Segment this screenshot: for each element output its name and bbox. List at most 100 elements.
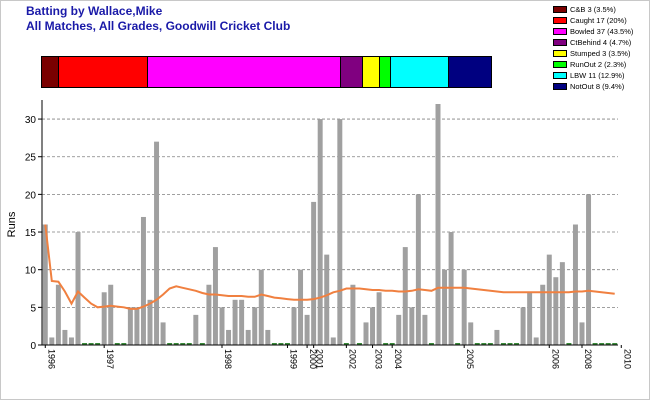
y-tick-label: 0 bbox=[30, 341, 36, 352]
bar bbox=[540, 284, 546, 345]
x-tick-label: 2008 bbox=[583, 349, 593, 369]
x-tick-label: 1999 bbox=[288, 349, 298, 369]
bar bbox=[298, 269, 304, 345]
dismissal-segment bbox=[363, 57, 380, 87]
dismissal-segment bbox=[42, 57, 59, 87]
zero-bar bbox=[284, 343, 290, 345]
legend-label: Caught 17 (20%) bbox=[570, 16, 627, 25]
dismissal-segment bbox=[449, 57, 491, 87]
bar bbox=[461, 269, 467, 345]
legend-swatch bbox=[553, 17, 567, 24]
bar bbox=[468, 322, 474, 345]
dismissal-segment bbox=[148, 57, 342, 87]
bar bbox=[527, 292, 533, 345]
x-tick-label: 2002 bbox=[347, 349, 357, 369]
zero-bar bbox=[173, 343, 179, 345]
zero-bar bbox=[88, 343, 94, 345]
x-tick-label: 2005 bbox=[465, 349, 475, 369]
bar bbox=[252, 307, 258, 345]
bar bbox=[330, 337, 336, 345]
legend: C&B 3 (3.5%) Caught 17 (20%) Bowled 37 (43… bbox=[553, 5, 649, 93]
zero-bar bbox=[481, 343, 487, 345]
x-tick-label: 1996 bbox=[46, 349, 56, 369]
bar bbox=[435, 104, 441, 345]
bar bbox=[586, 194, 592, 345]
bar bbox=[193, 314, 199, 345]
dismissal-segment bbox=[341, 57, 364, 87]
zero-bar bbox=[474, 343, 480, 345]
bar bbox=[370, 307, 376, 345]
zero-bar bbox=[343, 343, 349, 345]
y-tick-label: 5 bbox=[30, 303, 36, 314]
legend-label: Bowled 37 (43.5%) bbox=[570, 27, 634, 36]
bar bbox=[108, 284, 114, 345]
zero-bar bbox=[612, 343, 618, 345]
bar bbox=[55, 284, 61, 345]
legend-label: Stumped 3 (3.5%) bbox=[570, 49, 631, 58]
legend-label: CtBehind 4 (4.7%) bbox=[570, 38, 632, 47]
zero-bar bbox=[599, 343, 605, 345]
legend-swatch bbox=[553, 28, 567, 35]
bar bbox=[363, 322, 369, 345]
legend-item: NotOut 8 (9.4%) bbox=[553, 82, 649, 93]
bar bbox=[127, 307, 133, 345]
y-tick-label: 30 bbox=[25, 115, 37, 126]
legend-swatch bbox=[553, 61, 567, 68]
bar bbox=[49, 337, 55, 345]
bar bbox=[337, 119, 343, 345]
legend-label: C&B 3 (3.5%) bbox=[570, 5, 616, 14]
bar bbox=[396, 314, 402, 345]
bar bbox=[42, 224, 48, 345]
y-tick-label: 15 bbox=[25, 228, 37, 239]
x-tick-label: 2003 bbox=[374, 349, 384, 369]
legend-label: LBW 11 (12.9%) bbox=[570, 71, 625, 80]
dismissal-segment bbox=[391, 57, 450, 87]
zero-bar bbox=[592, 343, 598, 345]
y-tick-label: 20 bbox=[25, 190, 37, 201]
bar bbox=[533, 337, 539, 345]
bar bbox=[415, 194, 421, 345]
bar bbox=[232, 299, 238, 345]
bar bbox=[402, 247, 408, 345]
zero-bar bbox=[82, 343, 88, 345]
x-tick-label: 1997 bbox=[105, 349, 115, 369]
bar bbox=[140, 216, 146, 345]
legend-item: CtBehind 4 (4.7%) bbox=[553, 38, 649, 49]
x-tick-label: 2006 bbox=[550, 349, 560, 369]
legend-swatch bbox=[553, 6, 567, 13]
bar bbox=[350, 284, 356, 345]
bar bbox=[546, 254, 552, 345]
bar bbox=[304, 314, 310, 345]
bar bbox=[147, 299, 153, 345]
zero-bar bbox=[271, 343, 277, 345]
bar bbox=[134, 307, 140, 345]
legend-item: LBW 11 (12.9%) bbox=[553, 71, 649, 82]
y-axis-label: Runs bbox=[6, 211, 18, 237]
chart-subtitle: All Matches, All Grades, Goodwill Cricke… bbox=[26, 19, 291, 33]
bar bbox=[520, 307, 526, 345]
bar bbox=[258, 269, 264, 345]
legend-swatch bbox=[553, 83, 567, 90]
zero-bar bbox=[507, 343, 513, 345]
chart-title: Batting by Wallace,Mike bbox=[26, 4, 163, 18]
x-tick-label: 1998 bbox=[223, 349, 233, 369]
zero-bar bbox=[428, 343, 434, 345]
legend-item: Stumped 3 (3.5%) bbox=[553, 49, 649, 60]
zero-bar bbox=[186, 343, 192, 345]
bar bbox=[101, 292, 107, 345]
bar bbox=[239, 299, 245, 345]
zero-bar bbox=[514, 343, 520, 345]
zero-bar bbox=[487, 343, 493, 345]
zero-bar bbox=[455, 343, 461, 345]
x-tick-label: 2000 bbox=[308, 349, 318, 369]
bar bbox=[494, 329, 500, 345]
bar bbox=[317, 119, 323, 345]
zero-bar bbox=[356, 343, 362, 345]
zero-bar bbox=[167, 343, 173, 345]
legend-item: C&B 3 (3.5%) bbox=[553, 5, 649, 16]
zero-bar bbox=[278, 343, 284, 345]
y-tick-label: 25 bbox=[25, 153, 37, 164]
bar bbox=[62, 329, 68, 345]
bar bbox=[409, 307, 415, 345]
bar bbox=[311, 201, 317, 345]
